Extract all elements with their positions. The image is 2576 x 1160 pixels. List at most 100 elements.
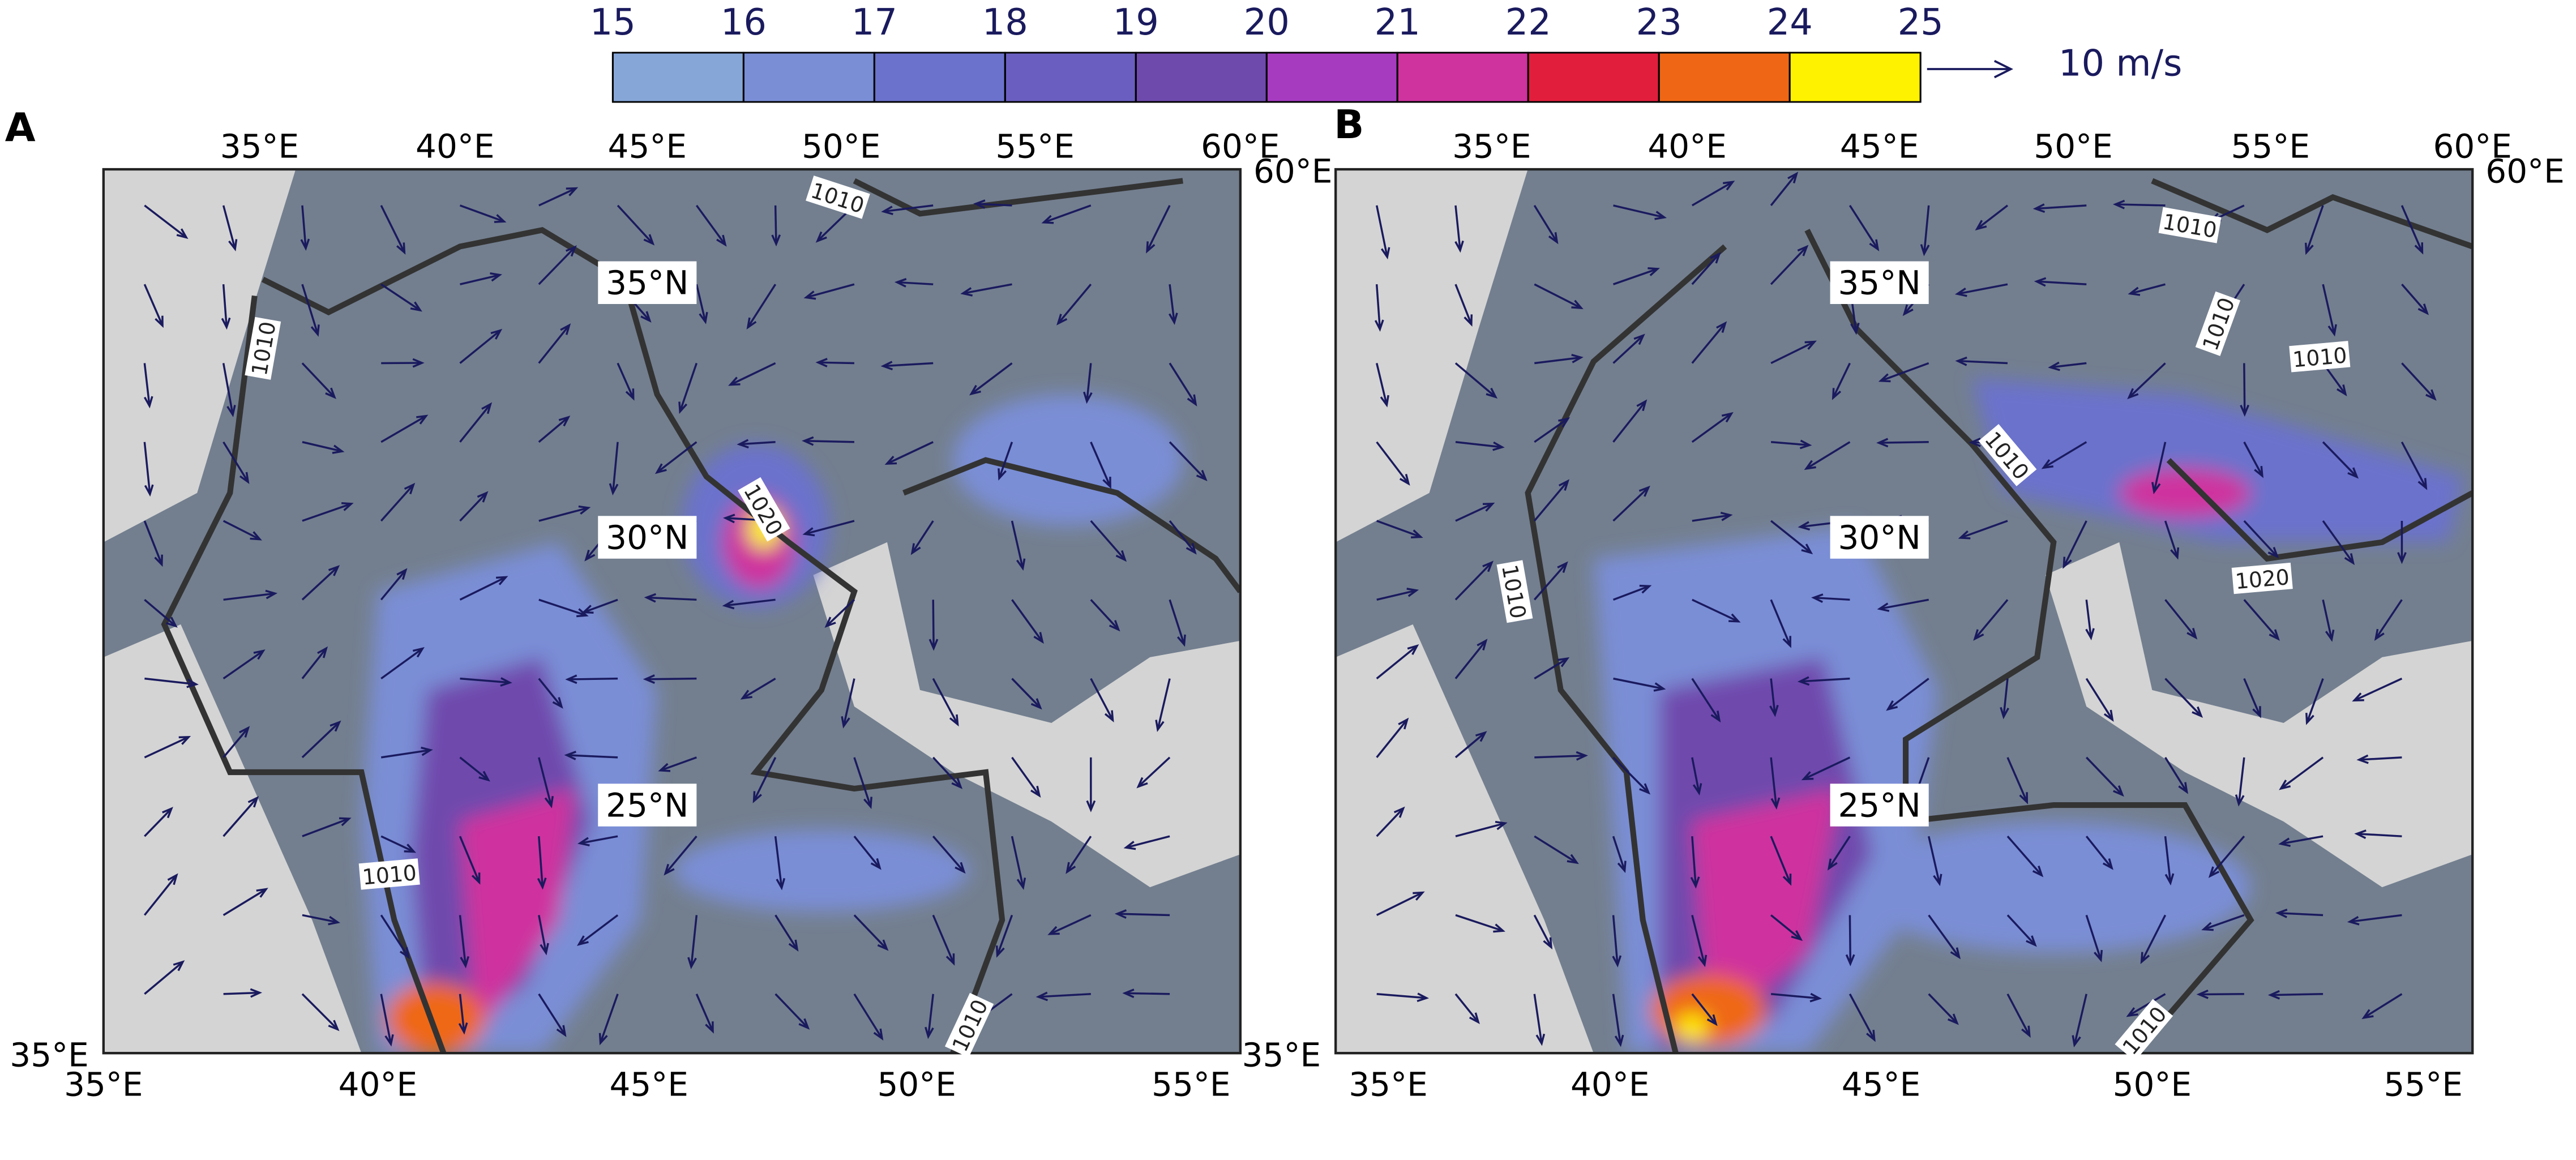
wind-vector [2043,441,2087,469]
arrow-head [2352,692,2364,702]
arrow-head [2414,242,2424,255]
wind-vector [1770,757,1778,807]
arrow-head [1950,947,1961,960]
wind-vector [2243,441,2263,477]
wind-vector [1376,589,1417,601]
arrow-head [404,844,417,853]
wind-vector [144,808,173,837]
wind-vector [1454,640,1487,679]
arrow-head [2103,709,2114,722]
arrow-head [1413,891,1425,901]
arrow-head [699,311,708,324]
arrow-head [537,878,547,890]
arrow-head [2325,630,2335,642]
lat-label: 25°N [1838,786,1921,824]
wind-vector [970,362,1013,395]
wind-vector [380,205,405,253]
arrow-head [2170,547,2180,560]
contour-label-group: 1010 [2289,341,2351,373]
arrow-head [2026,935,2037,947]
wind-vector [2280,835,2323,845]
arrow-head [884,456,897,465]
arrow-head [2374,628,2385,641]
arrow-head [2337,384,2347,397]
wind-vector [301,721,340,759]
arrow-head [1791,930,1803,941]
arrow-head [178,735,191,745]
arrow-head [625,388,635,401]
arrow-head [2032,203,2046,213]
colorbar-segment [1527,52,1660,103]
wind-vector [1011,599,1043,643]
arrow-head [310,324,320,337]
arrow-head [228,239,238,252]
wind-vector [975,203,1012,207]
arrow-head [558,416,571,427]
wind-vector [1057,284,1092,324]
lon-label: 40°E [416,127,495,166]
wind-vector [1066,836,1092,873]
arrow-head [1482,560,1494,572]
arrow-head [998,468,1007,481]
colorbar-tick-label: 21 [1375,2,1420,44]
wind-vector [302,503,352,522]
wind-vector [1612,994,1622,1045]
wind-vector [143,520,163,565]
contour-label-box [2115,999,2173,1061]
arrow-head [1115,550,1127,562]
wind-vector [1770,173,1798,206]
arrow-head [325,387,336,399]
wind-vector [2306,678,2324,724]
arrow-head [226,405,236,417]
arrow-head [478,771,490,782]
contour-label-group: 1020 [2231,562,2293,594]
wind-vector [1376,363,1388,405]
lat-label-box [598,784,697,827]
wind-vector [886,441,934,465]
arrow-head [496,576,508,585]
arrow-head [1169,313,1178,325]
arrow-head [458,1022,468,1035]
wind-vector [1692,514,1731,522]
arrow-head [1954,288,1967,297]
arrow-head [576,935,589,946]
wind-vector [1534,418,1569,443]
wind-vector [1169,362,1197,405]
colorbar: 15 16 17 18 19 20 21 22 23 24 25 10 m/s [590,2,2182,103]
wind-vector [2203,914,2245,931]
wind-vector [1376,892,1423,917]
arrow-head [1567,854,1579,864]
arrow-head [788,939,799,952]
wind-vector [2085,836,2113,869]
arrow-head [1902,304,1914,316]
wind-vector [998,442,1013,479]
contour-label: 1020 [2234,564,2290,594]
arrow-head [1123,841,1136,850]
colorbar-segment [1788,52,1922,103]
arrow-head [716,234,727,247]
wind-vector [1376,441,1410,485]
wind-vector [222,520,260,541]
arrow-head [2164,873,2175,886]
wind-vector [2153,442,2167,493]
arrow-head [1083,391,1093,404]
arrow-head [253,649,266,660]
arrow-head [256,888,268,898]
arrow-head [328,565,340,576]
arrow-head [1770,797,1781,810]
wind-vector [804,440,854,443]
wind-vector [599,994,619,1043]
wind-vector [1613,204,1665,219]
arrow-head [664,863,675,876]
wind-vector [2401,362,2436,400]
lon-label: 50°E [877,1065,956,1104]
colorbar-segment [1265,52,1398,103]
wind-vector [883,204,934,213]
wind-vector [302,817,350,837]
arrow-head [1109,620,1120,632]
arrow-head [186,678,199,688]
arrow-head [2269,629,2280,641]
land [103,169,296,542]
wind-vector [2164,836,2172,883]
arrow-head [1782,874,1792,886]
